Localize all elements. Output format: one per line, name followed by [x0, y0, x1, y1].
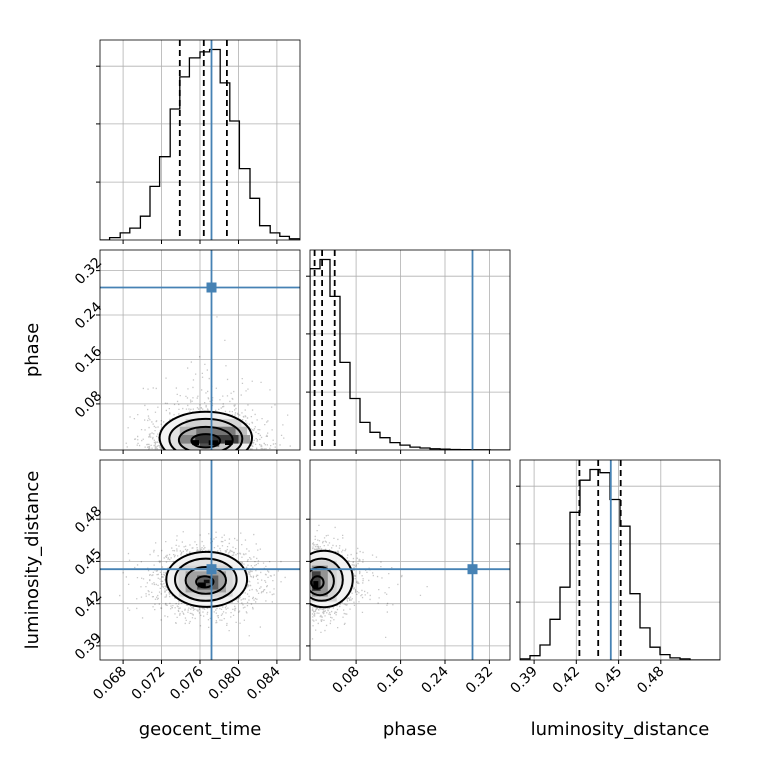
- xtick-label-geocent_time-0: 0.068: [90, 664, 130, 704]
- contour-2: [174, 557, 238, 602]
- density-core-cell: [313, 581, 319, 590]
- xaxis-label-geocent_time: geocent_time: [139, 719, 262, 740]
- histogram-phase: [310, 258, 510, 450]
- xtick-label-luminosity_distance-2: 0.45: [592, 664, 625, 697]
- contour-1: [310, 566, 335, 597]
- contour-3: [165, 550, 249, 608]
- xtick-label-luminosity_distance-1: 0.42: [550, 664, 583, 697]
- xtick-label-geocent_time-1: 0.072: [129, 664, 169, 704]
- density-cell: [200, 443, 220, 447]
- truth-marker: [206, 564, 217, 575]
- xtick-label-luminosity_distance-0: 0.39: [508, 664, 541, 697]
- xaxis-label-phase: phase: [383, 719, 437, 740]
- xtick-label-phase-2: 0.24: [418, 663, 451, 696]
- panel-frame: [99, 39, 301, 241]
- contour-0: [195, 575, 215, 589]
- xtick-label-phase-0: 0.08: [330, 664, 363, 697]
- panel-frame: [99, 459, 301, 661]
- xtick-label-luminosity_distance-3: 0.48: [634, 664, 667, 697]
- density-core-cell: [198, 582, 206, 588]
- xaxis-label-luminosity_distance: luminosity_distance: [531, 719, 710, 740]
- contour-3: [310, 549, 354, 609]
- density-cell: [185, 418, 242, 427]
- ytick-label-phase-1: 0.16: [72, 343, 105, 376]
- panels-layer: [96, 39, 721, 664]
- density-cell: [195, 435, 239, 444]
- contour-2: [310, 557, 344, 602]
- xtick-label-geocent_time-3: 0.080: [206, 664, 246, 704]
- yaxis-label-luminosity_distance: luminosity_distance: [22, 471, 43, 650]
- contour-1: [184, 566, 228, 595]
- panel-geocent_time-geocent_time: [96, 39, 301, 244]
- histogram-geocent_time: [100, 48, 300, 240]
- truth-marker: [467, 564, 478, 575]
- density-core-cell: [208, 440, 219, 445]
- panel-frame: [519, 459, 721, 661]
- contour-0: [190, 433, 222, 449]
- xtick-label-phase-3: 0.32: [463, 664, 496, 697]
- ytick-label-phase-2: 0.24: [72, 299, 105, 332]
- contour-0: [310, 575, 325, 590]
- contour-1: [177, 425, 234, 450]
- density-cell: [235, 426, 248, 435]
- density-cell: [196, 426, 236, 435]
- density-core-cell: [192, 440, 199, 446]
- panel-geocent_time-luminosity_distance: [96, 459, 301, 664]
- panel-frame: [309, 249, 511, 451]
- density-core-cell: [225, 440, 233, 445]
- density-cell: [179, 435, 196, 444]
- panel-phase-luminosity_distance: [306, 459, 511, 664]
- panel-frame: [99, 249, 301, 451]
- yaxis-label-phase: phase: [22, 323, 43, 377]
- panel-luminosity_distance-luminosity_distance: [516, 459, 721, 664]
- contour-3: [158, 410, 253, 450]
- density-core-cell: [203, 579, 210, 584]
- panel-phase-phase: [306, 249, 511, 454]
- truth-marker: [206, 282, 217, 293]
- xtick-label-phase-1: 0.16: [374, 663, 407, 696]
- contour-2: [168, 417, 244, 450]
- panel-frame: [309, 459, 511, 661]
- density-cell: [238, 435, 250, 444]
- xtick-label-geocent_time-4: 0.084: [244, 663, 284, 703]
- xtick-label-geocent_time-2: 0.076: [167, 663, 207, 703]
- panel-geocent_time-phase: [96, 249, 301, 454]
